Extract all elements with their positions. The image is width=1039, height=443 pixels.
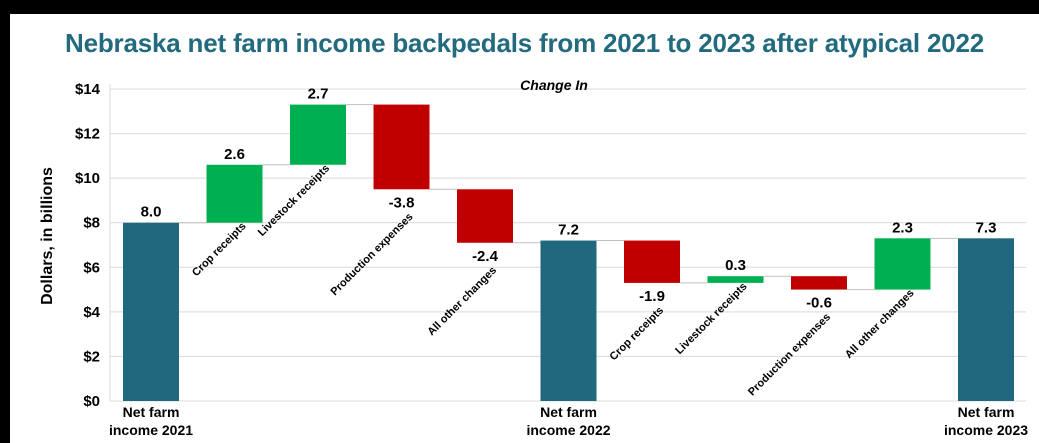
category-label: Crop receipts bbox=[190, 220, 249, 279]
value-label: 2.7 bbox=[308, 86, 329, 103]
value-label: -3.8 bbox=[389, 194, 415, 211]
total-bar bbox=[958, 238, 1014, 401]
category-label: Livestock receipts bbox=[256, 162, 332, 238]
category-label: Net farm bbox=[958, 404, 1015, 420]
category-label: Production expenses bbox=[328, 211, 415, 298]
gridlines: $0 $2 $4 $6 $8 $10 $12 $14 bbox=[75, 81, 1026, 410]
value-label: 8.0 bbox=[141, 204, 162, 221]
y-tick-label: $14 bbox=[75, 81, 101, 98]
increase-bar bbox=[206, 164, 263, 223]
value-label: 7.2 bbox=[558, 222, 579, 239]
chart-subtitle: Change In bbox=[520, 77, 588, 93]
category-label: income 2022 bbox=[526, 422, 610, 438]
category-label: All other changes bbox=[425, 264, 499, 338]
decrease-bar bbox=[624, 240, 680, 283]
y-tick-label: $0 bbox=[83, 393, 100, 410]
total-bar bbox=[123, 222, 179, 401]
waterfall-chart: $0 $2 $4 $6 $8 $10 $12 $14 8.0 Net farm income 20… bbox=[39, 77, 1028, 438]
value-label: -2.4 bbox=[472, 248, 499, 265]
decrease-bar bbox=[457, 189, 513, 243]
y-tick-label: $4 bbox=[83, 304, 100, 321]
increase-bar bbox=[874, 238, 931, 290]
connector-lines bbox=[179, 104, 958, 291]
total-bar bbox=[540, 240, 597, 401]
value-label: -1.9 bbox=[639, 288, 665, 305]
y-tick-label: $10 bbox=[75, 170, 100, 187]
category-label: Production expenses bbox=[746, 311, 833, 398]
y-tick-label: $8 bbox=[83, 215, 100, 232]
bars bbox=[123, 104, 1014, 401]
increase-bar bbox=[290, 104, 346, 165]
chart-frame: Nebraska net farm income backpedals from… bbox=[10, 14, 1039, 443]
value-label: 7.3 bbox=[976, 219, 997, 236]
decrease-bar bbox=[373, 104, 430, 190]
category-label: Livestock receipts bbox=[673, 281, 749, 357]
increase-bar bbox=[707, 276, 764, 283]
value-label: -0.6 bbox=[806, 295, 832, 312]
category-label: Net farm bbox=[540, 404, 597, 420]
decrease-bar bbox=[791, 276, 847, 290]
value-label: 2.3 bbox=[892, 219, 913, 236]
y-tick-label: $2 bbox=[83, 348, 100, 365]
y-tick-label: $12 bbox=[75, 126, 100, 143]
y-tick-label: $6 bbox=[83, 259, 100, 276]
category-label: income 2023 bbox=[944, 422, 1028, 438]
category-label: Crop receipts bbox=[607, 305, 666, 364]
y-axis-label: Dollars, in billions bbox=[39, 167, 56, 305]
value-label: 0.3 bbox=[725, 257, 746, 274]
chart-title: Nebraska net farm income backpedals from… bbox=[65, 28, 984, 58]
value-label: 2.6 bbox=[224, 146, 245, 163]
category-label: Net farm bbox=[123, 404, 180, 420]
category-label: income 2021 bbox=[109, 422, 193, 438]
category-label: All other changes bbox=[843, 287, 917, 361]
